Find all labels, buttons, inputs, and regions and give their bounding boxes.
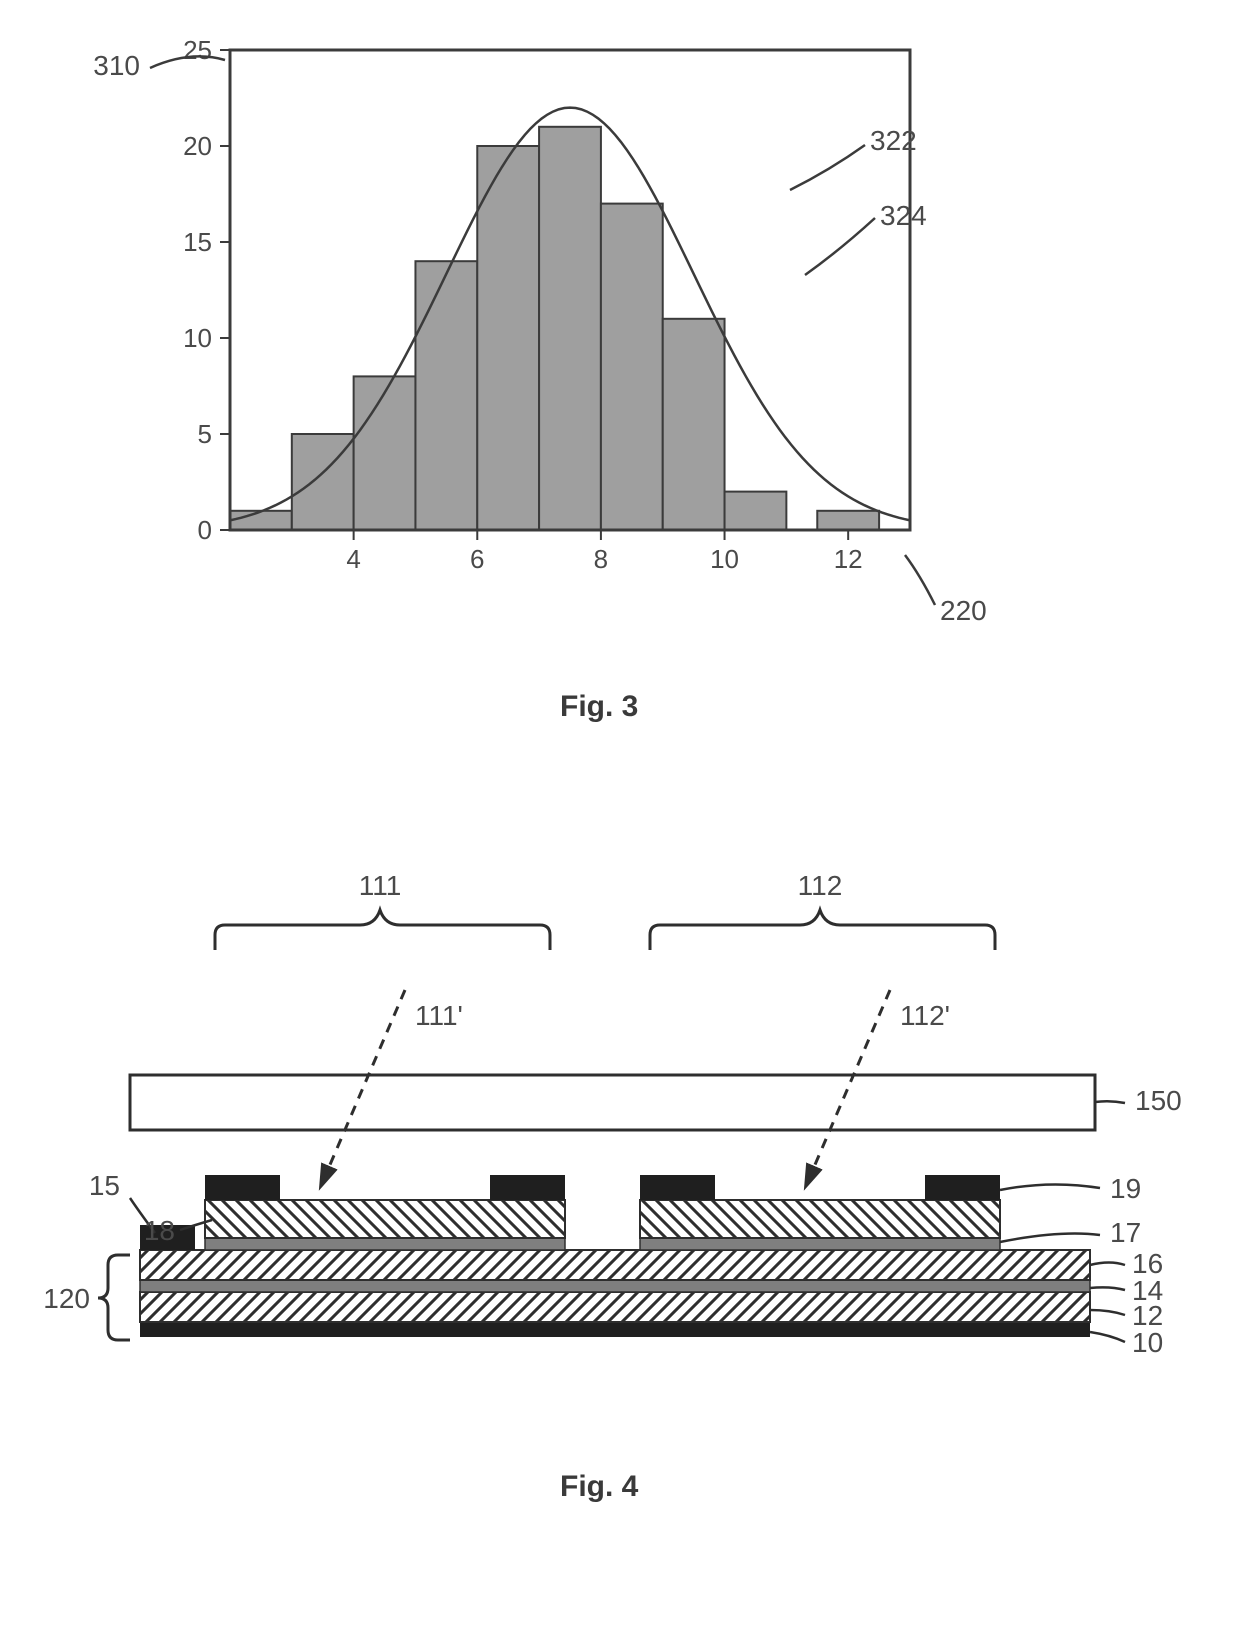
x-tick-label: 12 [834,544,863,574]
contact-19-l2 [490,1175,565,1200]
contact-19-l1 [205,1175,280,1200]
lead-19 [1000,1184,1100,1190]
layer-150 [130,1075,1095,1130]
layer-10 [140,1322,1090,1337]
fig4-caption: Fig. 4 [560,1470,638,1504]
histogram-bar [477,146,539,530]
lead-10 [1090,1332,1125,1342]
histogram-bar [725,492,787,530]
layer-18-right [640,1200,1000,1238]
ref-322: 322 [870,125,917,156]
x-tick-label: 6 [470,544,484,574]
ref-150: 150 [1135,1085,1182,1116]
ref-220: 220 [940,595,987,626]
bracket-120 [98,1255,130,1340]
ref-112: 112 [798,870,843,901]
layer-17-right [640,1238,1000,1250]
y-tick-label: 5 [198,419,212,449]
ref-17: 17 [1110,1217,1141,1248]
lead-14 [1090,1287,1125,1290]
ref-111: 111 [359,870,402,901]
histogram-bar [354,376,416,530]
contact-19-r1 [640,1175,715,1200]
histogram-bar [230,511,292,530]
bracket-111 [215,910,550,950]
ref-111p: 111' [415,1000,463,1031]
contact-19-r2 [925,1175,1000,1200]
lead-150 [1095,1101,1125,1103]
ref-310: 310 [93,50,140,81]
x-tick-label: 4 [346,544,360,574]
layer-14 [140,1280,1090,1292]
x-tick-label: 10 [710,544,739,574]
histogram-bar [663,319,725,530]
fig4-diagram: 111 112 111' 112' 150 19 17 16 14 12 10 … [0,810,1240,1510]
ref-10: 10 [1132,1327,1163,1358]
fig3-chart: 4 6 8 10 12 0 5 10 15 20 25 310 322 324 220 [0,0,1240,680]
ref-19: 19 [1110,1173,1141,1204]
y-tick-label: 0 [198,515,212,545]
y-tick-label: 10 [183,323,212,353]
y-tick-label: 20 [183,131,212,161]
ref-112p: 112' [900,1000,950,1031]
histogram-bar [539,127,601,530]
ref-324: 324 [880,200,927,231]
layer-16 [140,1250,1090,1280]
layer-18-left [205,1200,565,1238]
lead-12 [1090,1310,1125,1315]
x-tick-label: 8 [594,544,608,574]
histogram-bar [601,204,663,530]
ref-120: 120 [43,1283,90,1314]
y-tick-label: 25 [183,35,212,65]
layer-12 [140,1292,1090,1322]
histogram-bar [817,511,879,530]
histogram-bar [415,261,477,530]
fig3-caption: Fig. 3 [560,690,638,724]
bracket-112 [650,910,995,950]
lead-17 [1000,1234,1100,1242]
lead-16 [1090,1263,1125,1266]
ref-18: 18 [144,1215,175,1246]
layer-17-left [205,1238,565,1250]
ref-15: 15 [89,1170,120,1201]
y-tick-label: 15 [183,227,212,257]
